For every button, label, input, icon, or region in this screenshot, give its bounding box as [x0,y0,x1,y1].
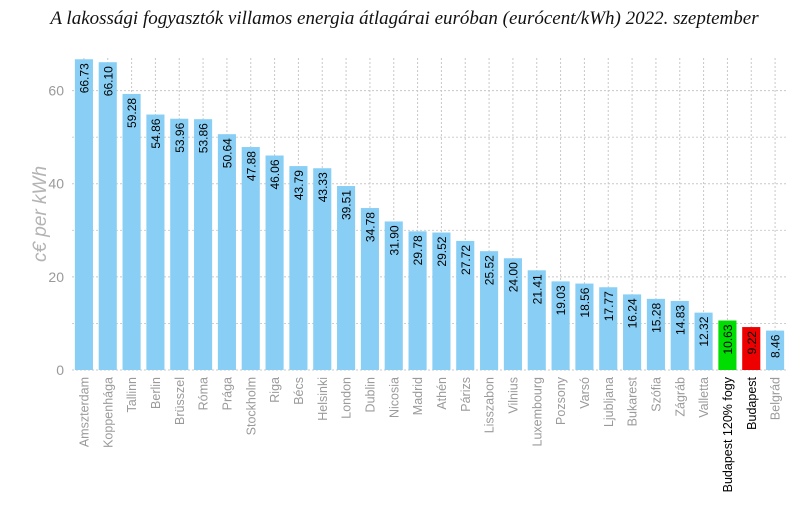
bar [313,168,332,370]
bar [241,147,260,370]
data-label: 53.96 [173,122,187,152]
y-axis-label: c€ per kWh [30,166,51,262]
x-tick-label: Pozsony [554,376,568,425]
bar [122,93,141,370]
x-tick-label: Helsinki [316,377,330,421]
data-label: 15.28 [649,303,663,333]
data-label: 12.32 [697,316,711,346]
bar [74,59,93,370]
bar [503,258,522,370]
data-label: 31.90 [387,225,401,255]
x-tick-label: Riga [268,377,282,403]
y-tick-label: 40 [48,176,64,192]
bar [694,312,713,370]
x-tick-label: Szófia [649,377,663,412]
bar [623,294,642,370]
bar [265,155,284,370]
x-tick-label: Lisszabon [483,377,497,433]
x-tick-label: Amszterdam [77,377,91,447]
x-tick-label: Bécs [292,377,306,405]
x-tick-label: Brüsszel [173,377,187,425]
y-tick-label: 0 [56,362,64,378]
data-label: 66.73 [77,63,91,93]
data-label: 34.78 [363,212,377,242]
x-tick-label: Párizs [459,377,473,412]
data-label: 21.41 [530,274,544,304]
bar [742,327,761,370]
bar [337,186,356,370]
bar [170,118,189,371]
bar [599,287,618,370]
x-tick-label: Valletta [697,377,711,418]
data-label: 39.51 [340,190,354,220]
data-label: 29.78 [411,235,425,265]
x-tick-label: Róma [197,377,211,410]
bar [527,270,546,370]
x-tick-label: Stockholm [244,377,258,435]
data-label: 14.83 [673,305,687,335]
data-label: 43.79 [292,170,306,200]
x-tick-label: Prága [220,377,234,410]
x-tick-label: Luxembourg [530,377,544,447]
bar [146,114,165,371]
bar [456,240,475,370]
data-label: 29.52 [435,236,449,266]
data-label: 47.88 [244,151,258,181]
x-tick-label: Budapest 120% fogy [721,376,735,492]
data-label: 46.06 [268,159,282,189]
bar [575,283,594,370]
x-tick-label: Dublin [363,377,377,412]
x-tick-label: Bukarest [626,376,640,426]
data-label: 53.86 [197,123,211,153]
x-tick-label: Vilnius [506,377,520,414]
y-tick-label: 60 [48,83,64,99]
bar [360,208,379,370]
bar [217,134,236,370]
bar [646,298,665,370]
bar [98,62,117,371]
bar [289,166,308,370]
data-label: 27.72 [459,245,473,275]
bar [432,232,451,370]
bar [408,231,427,370]
data-label: 8.46 [769,334,783,358]
bar [194,119,213,370]
data-label: 66.10 [101,66,115,96]
x-tick-label: Tallinn [125,377,139,412]
bar [670,300,689,370]
x-tick-label: Athén [435,377,449,410]
x-tick-label: Koppenhága [101,377,115,448]
x-tick-label: Nicosia [387,377,401,418]
bar [766,330,785,370]
data-label: 43.33 [316,172,330,202]
bar [718,320,737,370]
data-label: 54.86 [149,118,163,148]
bar [480,251,499,370]
y-tick-label: 20 [48,269,64,285]
data-label: 18.56 [578,287,592,317]
x-tick-label: Belgrád [769,377,783,420]
x-tick-label: London [340,377,354,419]
data-label: 24.00 [506,262,520,292]
chart-title: A lakossági fogyasztók villamos energia … [50,8,759,29]
bar [551,281,570,370]
x-tick-label: Zágráb [673,377,687,417]
data-label: 9.22 [745,331,759,355]
data-label: 50.64 [220,138,234,168]
x-tick-label: Budapest [745,376,759,429]
x-tick-label: Varsó [578,377,592,409]
data-label: 10.63 [721,324,735,354]
x-tick-label: Berlin [149,377,163,409]
data-label: 25.52 [483,255,497,285]
data-label: 16.24 [626,298,640,328]
data-label: 17.77 [602,291,616,321]
data-label: 19.03 [554,285,568,315]
x-tick-label: Madrid [411,377,425,415]
x-tick-label: Ljubljana [602,377,616,427]
data-label: 59.28 [125,98,139,128]
bar [384,221,403,370]
